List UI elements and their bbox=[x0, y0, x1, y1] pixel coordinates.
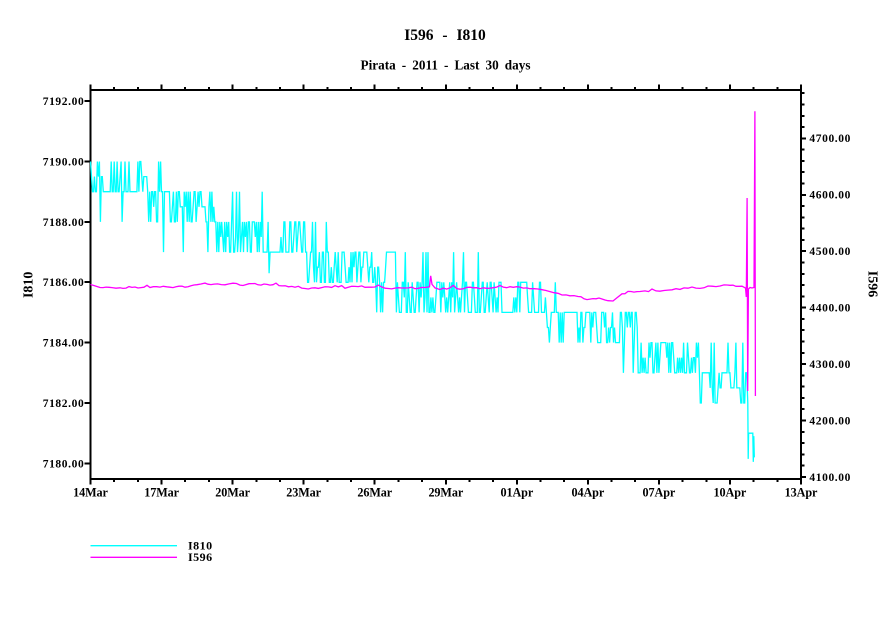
svg-text:4100.00: 4100.00 bbox=[809, 472, 851, 484]
svg-text:7186.00: 7186.00 bbox=[43, 277, 85, 289]
svg-text:4200.00: 4200.00 bbox=[809, 415, 851, 427]
svg-text:Pirata - 2011 - Last 30 days: Pirata - 2011 - Last 30 days bbox=[361, 58, 531, 73]
svg-text:4400.00: 4400.00 bbox=[809, 303, 851, 315]
svg-text:I596: I596 bbox=[188, 550, 213, 564]
svg-text:4600.00: 4600.00 bbox=[809, 190, 851, 202]
svg-text:04Apr: 04Apr bbox=[571, 486, 604, 500]
svg-text:14Mar: 14Mar bbox=[73, 486, 108, 500]
svg-text:7188.00: 7188.00 bbox=[43, 217, 85, 229]
svg-text:4700.00: 4700.00 bbox=[809, 133, 851, 145]
svg-text:I596: I596 bbox=[865, 271, 880, 297]
svg-text:7182.00: 7182.00 bbox=[43, 398, 85, 410]
svg-text:07Apr: 07Apr bbox=[643, 486, 676, 500]
svg-text:7184.00: 7184.00 bbox=[43, 338, 85, 350]
svg-text:29Mar: 29Mar bbox=[428, 486, 463, 500]
svg-text:10Apr: 10Apr bbox=[714, 486, 747, 500]
svg-text:I810: I810 bbox=[22, 272, 37, 298]
svg-text:4300.00: 4300.00 bbox=[809, 359, 851, 371]
svg-text:23Mar: 23Mar bbox=[286, 486, 321, 500]
svg-text:7190.00: 7190.00 bbox=[43, 156, 85, 168]
svg-text:4500.00: 4500.00 bbox=[809, 246, 851, 258]
svg-text:7192.00: 7192.00 bbox=[43, 96, 85, 108]
svg-text:I596 - I810: I596 - I810 bbox=[404, 27, 486, 44]
svg-text:I810: I810 bbox=[188, 538, 213, 552]
svg-text:7180.00: 7180.00 bbox=[43, 458, 85, 470]
svg-text:20Mar: 20Mar bbox=[215, 486, 250, 500]
svg-text:17Mar: 17Mar bbox=[144, 486, 179, 500]
svg-text:13Apr: 13Apr bbox=[785, 486, 818, 500]
svg-text:26Mar: 26Mar bbox=[357, 486, 392, 500]
svg-text:01Apr: 01Apr bbox=[500, 486, 533, 500]
